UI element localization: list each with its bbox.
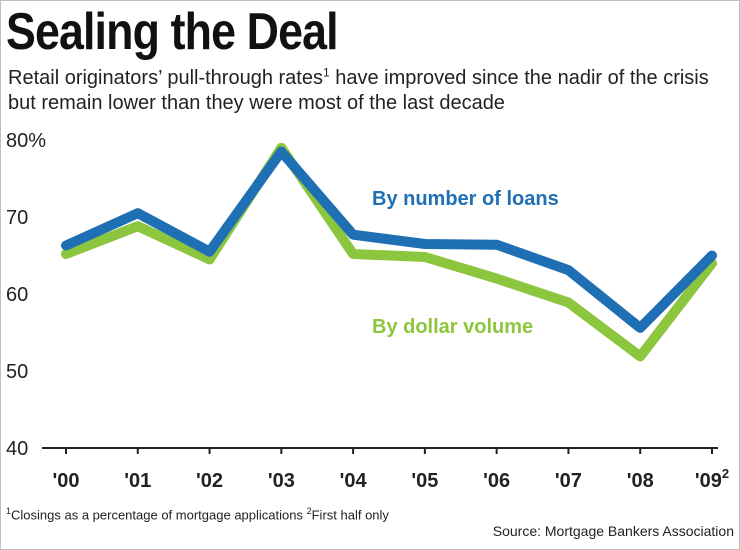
footnote-1-mark: 1 (6, 506, 12, 516)
y-tick-label: 50 (6, 361, 28, 383)
footnote-2: First half only (311, 507, 389, 523)
x-tick-label: '06 (483, 470, 510, 492)
x-axis: '00 '01 '02 '03 '04 '05 '06 '07 '08 '092 (42, 447, 729, 492)
footnote-1: Closings as a percentage of mortgage app… (11, 507, 307, 523)
x-tick-label: '092 (695, 466, 729, 492)
x-tick-label: '01 (124, 470, 151, 492)
subtitle-text-end: have improved since the nadir of the cri… (8, 67, 709, 114)
series-label-dollar-volume: By dollar volume (372, 316, 533, 338)
x-tick-label: '08 (627, 470, 654, 492)
footnotes: 1Closings as a percentage of mortgage ap… (6, 506, 389, 522)
source-note: Source: Mortgage Bankers Association (492, 523, 734, 539)
series-label-loans: By number of loans (372, 188, 559, 210)
y-axis: 80% 70 60 50 40 (6, 130, 46, 460)
series-line-loans (61, 146, 717, 333)
y-tick-label: 70 (6, 207, 28, 229)
footnote-2-mark: 2 (306, 506, 312, 516)
chart-subtitle: Retail originators’ pull-through rates1 … (8, 66, 736, 116)
y-tick-label: 40 (6, 438, 28, 460)
subtitle-footnote-mark: 1 (322, 65, 330, 80)
series-layer (61, 142, 717, 362)
y-tick-label: 80% (6, 130, 46, 152)
chart-title: Sealing the Deal (6, 3, 339, 61)
x-tick-label: '00 (52, 470, 79, 492)
series-line-dollar-volume (61, 142, 717, 362)
x-tick-label: '07 (555, 470, 582, 492)
x-tick-footnote-mark: 2 (722, 466, 729, 481)
x-tick-label: '04 (340, 470, 368, 492)
x-tick-label: '03 (268, 470, 295, 492)
series-labels: By number of loans By dollar volume (372, 188, 559, 338)
x-tick-label: '05 (411, 470, 438, 492)
x-tick-label: '02 (196, 470, 223, 492)
y-tick-label: 60 (6, 284, 28, 306)
subtitle-text-start: Retail originators’ pull-through rates (8, 67, 323, 89)
